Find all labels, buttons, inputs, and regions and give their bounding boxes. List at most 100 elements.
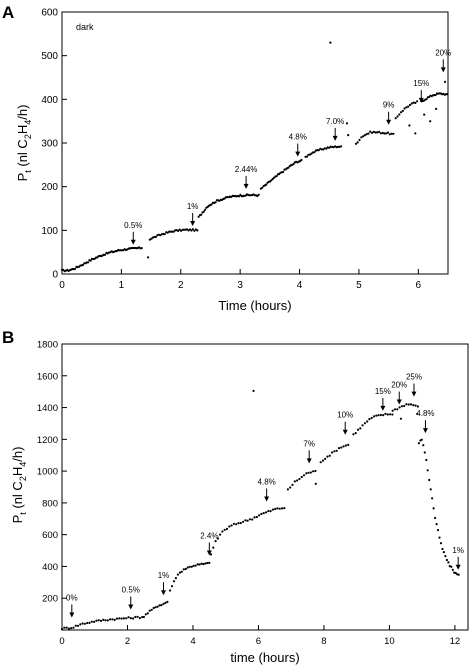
y-ticks-b: 200 400 600 800 1000 1200 1400 1600 1800 (37, 340, 67, 605)
data-point (208, 561, 211, 565)
marker-label: 4.8% (258, 477, 276, 486)
data-point (156, 605, 159, 608)
data-point (221, 530, 224, 533)
arrow-markers-a: 0.5% 1% 2.44% 4.8% 7.0% 9% 15% 20% (124, 48, 451, 245)
data-point (403, 107, 406, 110)
data-point (363, 422, 366, 425)
data-point (386, 413, 389, 416)
data-point (436, 529, 440, 532)
data-point (326, 455, 329, 458)
data-point (280, 507, 284, 510)
data-point (178, 571, 181, 574)
data-point (367, 132, 370, 135)
data-point (89, 259, 92, 262)
x-tick-label: 2 (125, 636, 130, 647)
data-point (416, 100, 419, 103)
outlier-point (147, 256, 150, 259)
data-point (193, 229, 196, 232)
data-point (307, 471, 310, 474)
marker-label: 15% (375, 387, 391, 396)
data-point (291, 483, 294, 486)
data-point (388, 133, 391, 136)
y-tick-label: 0 (52, 270, 58, 281)
marker-label: 1% (187, 202, 199, 211)
arrow-head (380, 405, 386, 411)
data-point (200, 562, 203, 565)
data-point (125, 617, 128, 620)
y-tick-label: 600 (41, 8, 58, 19)
data-point (360, 136, 363, 139)
data-point (180, 570, 183, 573)
marker-label: 7.0% (326, 117, 344, 126)
data-point (253, 516, 256, 519)
data-point (74, 624, 77, 627)
data-point (286, 488, 289, 491)
data-points-b (60, 389, 460, 631)
data-point (219, 533, 222, 536)
data-point (127, 616, 130, 619)
data-point (93, 620, 96, 624)
arrow-head (418, 97, 424, 103)
data-point (363, 134, 366, 137)
data-point (356, 141, 359, 144)
data-point (244, 519, 247, 522)
arrow-head (295, 151, 301, 157)
data-point (72, 626, 75, 629)
data-point (214, 540, 217, 543)
plot-frame-a (61, 11, 449, 275)
data-point (393, 408, 397, 411)
data-point (76, 624, 80, 627)
data-point (356, 428, 360, 431)
y-tick-label: 300 (41, 139, 58, 150)
data-point (305, 472, 308, 475)
x-ticks-a: 0 1 2 3 4 5 6 (59, 269, 422, 291)
marker-label: 1% (158, 571, 170, 580)
data-point (369, 130, 372, 133)
data-point (152, 606, 155, 610)
marker-label: 2.44% (235, 165, 258, 174)
data-point (86, 621, 89, 625)
y-axis-label-b: Pt (nl C2H4/h) (10, 447, 28, 524)
data-point (261, 186, 264, 189)
data-point (129, 617, 132, 620)
data-point (401, 109, 404, 112)
data-point (148, 609, 151, 612)
data-point (150, 608, 153, 611)
arrow-head (440, 67, 446, 73)
data-point (414, 404, 417, 407)
data-point (368, 418, 371, 421)
data-point (267, 510, 270, 513)
data-point (428, 478, 431, 482)
data-point (102, 618, 105, 622)
data-point (115, 617, 119, 620)
outlier-point (252, 389, 255, 392)
outlier-point (423, 113, 426, 116)
data-point (407, 105, 410, 108)
marker-label: 1% (452, 546, 464, 555)
data-point (344, 444, 347, 447)
arrow-head (306, 458, 312, 464)
data-point (354, 432, 357, 435)
data-point (296, 479, 299, 482)
marker-label: 20% (391, 381, 407, 390)
data-point (206, 561, 209, 565)
outlier-point (435, 107, 438, 110)
data-point (237, 522, 240, 525)
data-point (140, 247, 143, 250)
data-point (410, 102, 413, 105)
data-point (347, 443, 350, 446)
outlier-point (347, 134, 350, 137)
data-point (408, 103, 412, 107)
data-point (138, 617, 141, 620)
data-point (204, 208, 207, 211)
y-tick-label: 800 (42, 498, 58, 509)
data-point (264, 511, 268, 514)
data-point (184, 567, 187, 571)
arrow-head (422, 428, 428, 434)
data-point (238, 195, 241, 198)
data-point (83, 622, 86, 625)
marker-label: 25% (406, 373, 422, 382)
data-point (142, 615, 145, 619)
marker-label: 4.8% (289, 133, 307, 142)
data-point (174, 577, 177, 580)
